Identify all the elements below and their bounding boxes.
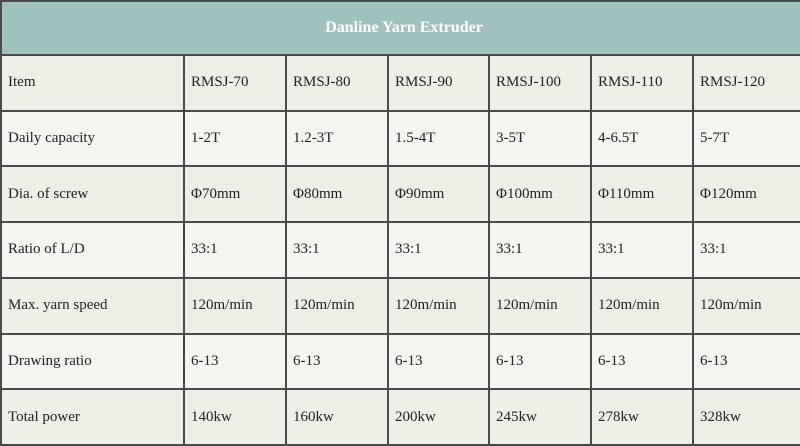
row-label: Dia. of screw	[0, 165, 185, 224]
table-row: Max. yarn speed 120m/min 120m/min 120m/min 1…	[0, 276, 800, 335]
table-row: Total power 140kw 160kw 200kw 245kw 278kw 328k…	[0, 388, 800, 446]
table-row: Ratio of L/D 33:1 33:1 33:1 33:1 33:1 33:1	[0, 221, 800, 279]
cell: 33:1	[590, 221, 694, 279]
cell: RMSJ-100	[488, 54, 592, 112]
cell: RMSJ-80	[285, 54, 389, 112]
cell: 120m/min	[590, 276, 694, 335]
cell: 5-7T	[691, 109, 800, 168]
cell: 3-5T	[488, 109, 592, 168]
cell: 1.5-4T	[387, 109, 490, 168]
cell: 120m/min	[691, 276, 800, 335]
cell: 6-13	[285, 332, 389, 391]
table-row: Drawing ratio 6-13 6-13 6-13 6-13 6-13 6-13	[0, 332, 800, 391]
cell: 1-2T	[183, 109, 287, 168]
table-row: Item RMSJ-70 RMSJ-80 RMSJ-90 RMSJ-100 RMSJ-11…	[0, 54, 800, 112]
cell: RMSJ-110	[590, 54, 694, 112]
cell: 1.2-3T	[285, 109, 389, 168]
table-row: Dia. of screw Φ70mm Φ80mm Φ90mm Φ100mm Φ110mm…	[0, 165, 800, 224]
row-label: Drawing ratio	[0, 332, 185, 391]
cell: 120m/min	[183, 276, 287, 335]
cell: Φ70mm	[183, 165, 287, 224]
cell: 160kw	[285, 388, 389, 446]
cell: 120m/min	[488, 276, 592, 335]
cell: 33:1	[183, 221, 287, 279]
row-label: Total power	[0, 388, 185, 446]
row-label: Daily capacity	[0, 109, 185, 168]
cell: Φ110mm	[590, 165, 694, 224]
cell: Φ90mm	[387, 165, 490, 224]
cell: 6-13	[691, 332, 800, 391]
cell: 6-13	[387, 332, 490, 391]
cell: 33:1	[387, 221, 490, 279]
cell: 278kw	[590, 388, 694, 446]
cell: RMSJ-70	[183, 54, 287, 112]
cell: Φ120mm	[691, 165, 800, 224]
cell: 120m/min	[285, 276, 389, 335]
cell: 245kw	[488, 388, 592, 446]
cell: 200kw	[387, 388, 490, 446]
table-title: Danline Yarn Extruder	[0, 0, 800, 56]
cell: RMSJ-90	[387, 54, 490, 112]
row-label: Ratio of L/D	[0, 221, 185, 279]
header-row: Danline Yarn Extruder	[0, 0, 800, 56]
cell: RMSJ-120	[691, 54, 800, 112]
table-row: Daily capacity 1-2T 1.2-3T 1.5-4T 3-5T 4-6.5T…	[0, 109, 800, 168]
row-label: Item	[0, 54, 185, 112]
cell: 33:1	[691, 221, 800, 279]
cell: 140kw	[183, 388, 287, 446]
cell: 6-13	[590, 332, 694, 391]
cell: 33:1	[488, 221, 592, 279]
cell: 120m/min	[387, 276, 490, 335]
cell: 6-13	[488, 332, 592, 391]
cell: 6-13	[183, 332, 287, 391]
row-label: Max. yarn speed	[0, 276, 185, 335]
cell: 33:1	[285, 221, 389, 279]
cell: Φ80mm	[285, 165, 389, 224]
cell: 328kw	[691, 388, 800, 446]
cell: Φ100mm	[488, 165, 592, 224]
cell: 4-6.5T	[590, 109, 694, 168]
